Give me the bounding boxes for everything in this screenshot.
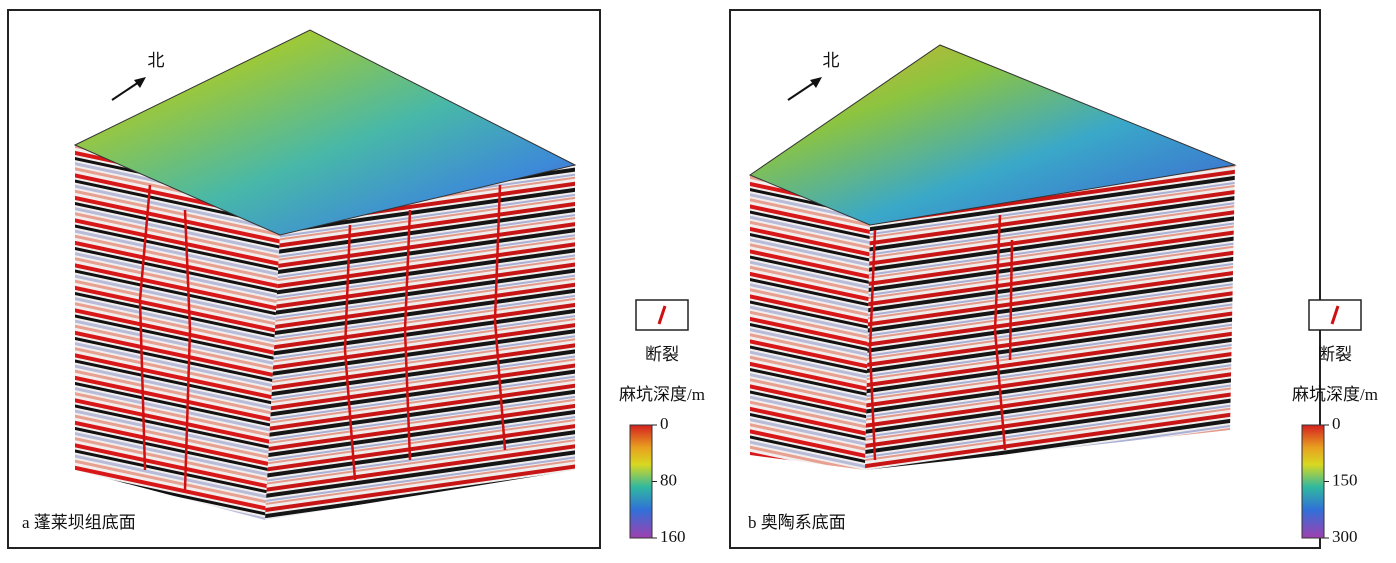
colorbar-tick-label: 0 [660, 414, 669, 433]
seismic-face [865, 165, 1235, 470]
faults [868, 214, 1014, 461]
colorbar-tick-label: 80 [660, 470, 677, 489]
panel-frame [729, 9, 1321, 549]
colorbar-tick-label: 160 [660, 527, 686, 546]
surface [748, 44, 1237, 226]
north-arrow-head [134, 77, 146, 88]
panel-frame [7, 9, 601, 549]
colorbar-tick-label: 300 [1332, 527, 1358, 546]
faults [138, 184, 507, 491]
fault-legend-label: 断裂 [1318, 345, 1352, 364]
colorbar-title: 麻坑深度/m [619, 385, 705, 404]
surface [73, 29, 577, 236]
colorbar [629, 424, 653, 539]
caption: a 蓬莱坝组底面 [22, 513, 136, 532]
fault-legend-label: 断裂 [645, 345, 679, 364]
colorbar [1301, 424, 1325, 539]
fault-legend-line [1330, 305, 1340, 325]
north-label: 北 [823, 51, 840, 70]
fault-legend-line [657, 305, 667, 325]
colorbar-title: 麻坑深度/m [1292, 385, 1378, 404]
north-label: 北 [148, 51, 165, 70]
colorbar-tick-label: 0 [1332, 414, 1341, 433]
caption: b 奥陶系底面 [748, 513, 846, 532]
north-arrow-head [810, 77, 822, 88]
seismic-face [750, 175, 870, 470]
seismic-face [75, 145, 280, 520]
colorbar-tick-label: 150 [1332, 470, 1358, 489]
